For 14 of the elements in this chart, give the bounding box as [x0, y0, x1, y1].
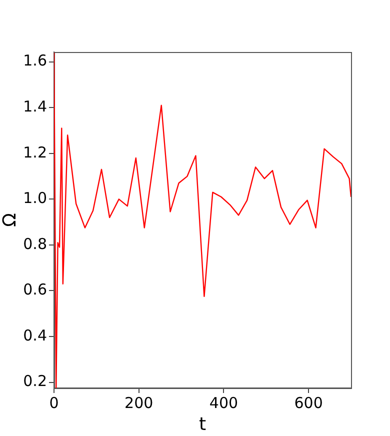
x-tick-label: 600	[294, 394, 323, 412]
y-axis-title: Ω	[0, 212, 20, 227]
x-tick-label: 0	[49, 394, 59, 412]
y-tick-label: 1.4	[23, 98, 47, 116]
y-tick-label: 0.6	[23, 280, 47, 299]
y-tick-label: 0.2	[23, 372, 47, 390]
y-tick-label: 1.2	[23, 143, 47, 162]
y-tick-label: 1.6	[23, 52, 47, 70]
x-tick-label: 200	[124, 394, 154, 412]
x-axis-title: t	[198, 414, 206, 435]
x-tick-label: 400	[209, 394, 238, 412]
y-tick-label: 0.8	[23, 234, 47, 253]
y-tick-label: 0.4	[23, 326, 47, 344]
y-tick-label: 1.0	[23, 189, 47, 208]
